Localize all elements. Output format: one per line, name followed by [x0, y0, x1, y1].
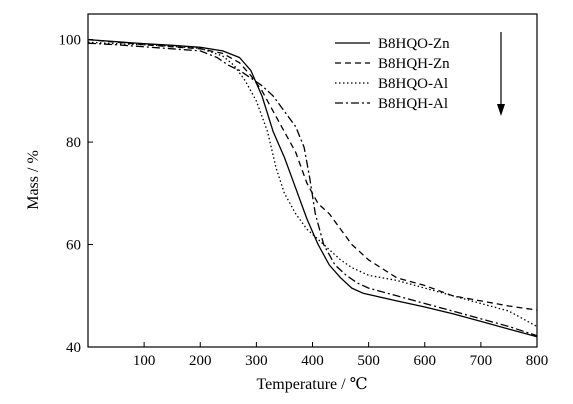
y-tick-label-0: 40: [66, 340, 81, 356]
x-tick-label-3: 400: [301, 353, 324, 369]
legend-arrow-head: [497, 104, 505, 116]
legend-label-1: B8HQH-Zn: [378, 56, 450, 72]
x-tick-label-6: 700: [470, 353, 493, 369]
plot-frame: [87, 13, 538, 348]
x-tick-label-4: 500: [357, 353, 380, 369]
x-tick-label-0: 100: [133, 353, 156, 369]
x-tick-label-7: 800: [526, 353, 549, 369]
series-line-2: [87, 41, 538, 328]
series-line-0: [87, 38, 538, 338]
axis-ticks: 100 200 300 400 500 600 700 800 40 60 80 100: [59, 33, 549, 369]
legend-label-0: B8HQO-Zn: [378, 36, 450, 52]
x-tick-label-1: 200: [189, 353, 212, 369]
legend: B8HQO-Zn B8HQH-Zn B8HQO-Al B8HQH-Al: [335, 32, 505, 116]
x-axis-title: Temperature / ℃: [257, 376, 368, 393]
x-tick-label-2: 300: [245, 353, 268, 369]
x-tick-label-5: 600: [414, 353, 437, 369]
series-line-1: [87, 38, 538, 311]
y-axis-title: Mass / %: [25, 150, 42, 210]
series-line-3: [87, 42, 538, 337]
y-tick-label-2: 80: [66, 135, 81, 151]
series-layer: [87, 38, 538, 338]
legend-label-3: B8HQH-Al: [378, 96, 448, 112]
y-tick-label-3: 100: [59, 33, 82, 49]
y-tick-label-1: 60: [66, 238, 81, 254]
legend-label-2: B8HQO-Al: [378, 76, 448, 92]
